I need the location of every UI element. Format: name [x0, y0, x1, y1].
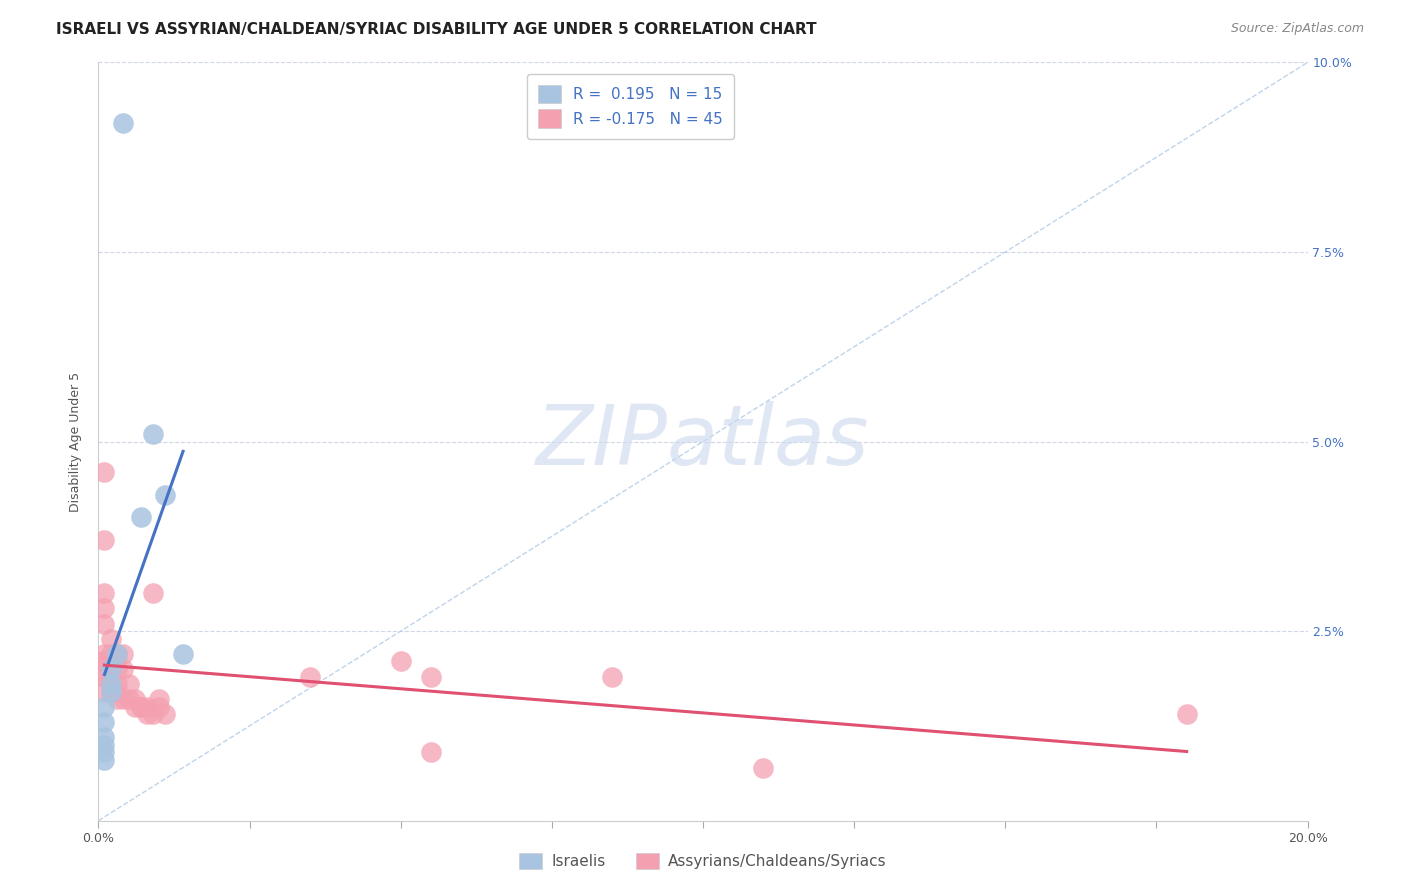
Point [105, 647, 128, 661]
Point [100, 662, 122, 676]
Point [100, 632, 122, 646]
Point [105, 647, 128, 661]
Legend: Israelis, Assyrians/Chaldeans/Syriacs: Israelis, Assyrians/Chaldeans/Syriacs [513, 847, 893, 875]
Point [111, 662, 134, 676]
Point [100, 662, 122, 676]
Point [105, 677, 128, 691]
Point [148, 692, 170, 706]
Point [93, 586, 115, 600]
Point [124, 692, 146, 706]
Point [93, 685, 115, 699]
Point [93, 616, 115, 631]
Point [142, 707, 165, 722]
Point [118, 692, 141, 706]
Point [93, 655, 115, 669]
Point [752, 760, 775, 774]
Point [93, 655, 115, 669]
Point [118, 677, 141, 691]
Point [172, 647, 194, 661]
Point [602, 669, 624, 684]
Point [389, 655, 412, 669]
Point [111, 647, 134, 661]
Point [93, 669, 115, 684]
Point [93, 647, 115, 661]
Point [135, 699, 157, 714]
Point [1175, 707, 1198, 722]
Point [105, 662, 128, 676]
Point [93, 465, 115, 479]
Text: ZIPatlas: ZIPatlas [536, 401, 870, 482]
Point [135, 707, 157, 722]
Point [129, 510, 152, 524]
Point [105, 692, 128, 706]
Point [93, 753, 115, 767]
Point [93, 669, 115, 684]
Point [93, 746, 115, 760]
Point [93, 730, 115, 744]
Point [111, 116, 134, 130]
Text: Source: ZipAtlas.com: Source: ZipAtlas.com [1230, 22, 1364, 36]
Point [93, 738, 115, 752]
Point [100, 685, 122, 699]
Point [129, 699, 152, 714]
Text: ISRAELI VS ASSYRIAN/CHALDEAN/SYRIAC DISABILITY AGE UNDER 5 CORRELATION CHART: ISRAELI VS ASSYRIAN/CHALDEAN/SYRIAC DISA… [56, 22, 817, 37]
Point [105, 685, 128, 699]
Point [93, 715, 115, 730]
Point [142, 586, 165, 600]
Point [93, 533, 115, 548]
Point [148, 699, 170, 714]
Point [100, 662, 122, 676]
Point [93, 601, 115, 615]
Point [100, 647, 122, 661]
Legend: R =  0.195   N = 15, R = -0.175   N = 45: R = 0.195 N = 15, R = -0.175 N = 45 [527, 74, 734, 138]
Point [124, 699, 146, 714]
Y-axis label: Disability Age Under 5: Disability Age Under 5 [69, 371, 83, 512]
Point [100, 685, 122, 699]
Point [142, 427, 165, 442]
Point [299, 669, 322, 684]
Point [93, 699, 115, 714]
Point [100, 669, 122, 684]
Point [111, 692, 134, 706]
Point [420, 746, 443, 760]
Point [153, 488, 176, 502]
Point [153, 707, 176, 722]
Point [100, 677, 122, 691]
Point [129, 699, 152, 714]
Point [420, 669, 443, 684]
